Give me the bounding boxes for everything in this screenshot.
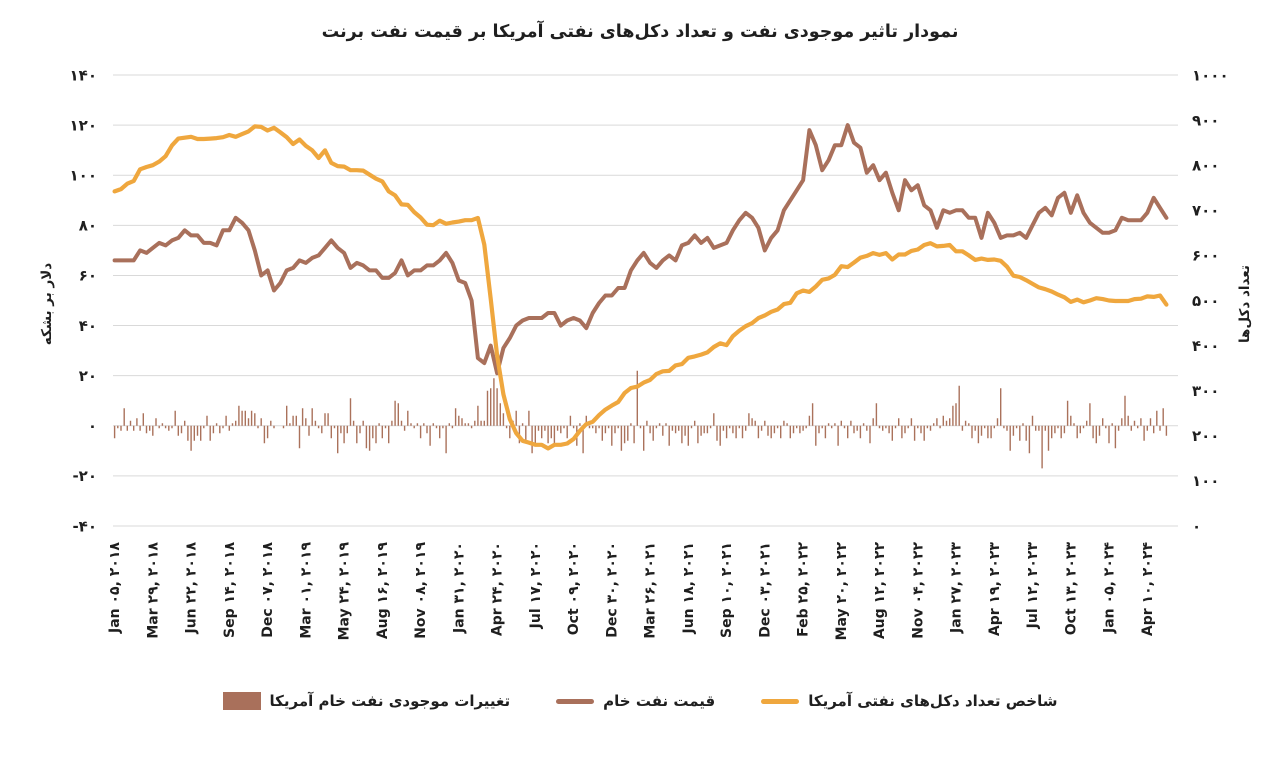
gridlines <box>113 74 1178 527</box>
left-tick-label: ۲۰ <box>79 367 97 385</box>
x-tick-label: Apr ۱۰, ۲۰۲۴ <box>1140 542 1156 637</box>
x-tick-label: May ۲۴, ۲۰۱۹ <box>337 542 353 641</box>
right-tick-label: ۶۰۰ <box>1192 247 1219 265</box>
right-tick-label: ۴۰۰ <box>1192 337 1219 355</box>
left-tick-label: ۰ <box>88 417 97 435</box>
right-axis-title: تعداد دکل‌ها <box>1237 265 1253 344</box>
legend-label-inventory: تغییرات موجودی نفت خام آمریکا <box>269 692 511 710</box>
right-tick-label: ۲۰۰ <box>1192 427 1219 445</box>
legend-label-price: قیمت نفت خام <box>603 692 716 710</box>
x-tick-label: Nov ۰۸, ۲۰۱۹ <box>413 542 429 639</box>
inventory-swatch-icon <box>222 692 261 710</box>
x-tick-label: May ۲۰, ۲۰۲۲ <box>834 542 850 641</box>
right-tick-label: ۱۰۰ <box>1192 472 1219 490</box>
left-tick-label: ۴۰ <box>79 317 97 335</box>
legend-label-rigs: شاخص تعداد دکل‌های نفتی آمریکا <box>808 692 1058 710</box>
x-tick-label: Sep ۱۰, ۲۰۲۱ <box>719 542 735 638</box>
left-tick-label: ۸۰ <box>79 217 97 235</box>
x-axis-tick-labels: Jan ۰۵, ۲۰۱۸ Mar ۲۹, ۲۰۱۸ Jun ۲۲, ۲۰۱۸ Sep … <box>107 542 1156 641</box>
x-tick-label: Dec ۳۰, ۲۰۲۰ <box>604 542 620 638</box>
x-tick-label: Jun ۱۸, ۲۰۲۱ <box>681 542 697 634</box>
legend: تغییرات موجودی نفت خام آمریکا قیمت نفت خ… <box>0 692 1280 710</box>
x-tick-label: Mar ۲۹, ۲۰۱۸ <box>145 542 161 639</box>
x-tick-label: Oct ۱۳, ۲۰۲۳ <box>1063 542 1079 636</box>
x-tick-label: Feb ۲۵, ۲۰۲۲ <box>796 542 812 637</box>
left-tick-label: ۱۴۰ <box>70 66 97 84</box>
x-tick-label: Jan ۰۵, ۲۰۲۴ <box>1102 542 1118 634</box>
legend-item-price: قیمت نفت خام <box>556 692 715 710</box>
x-tick-label: Jan ۳۱, ۲۰۲۰ <box>451 542 467 634</box>
x-tick-label: Aug ۱۶, ۲۰۱۹ <box>375 542 391 640</box>
left-tick-label: ۶۰ <box>79 267 97 285</box>
x-tick-label: Jun ۲۲, ۲۰۱۸ <box>184 542 200 635</box>
right-tick-label: ۳۰۰ <box>1192 382 1219 400</box>
legend-item-inventory: تغییرات موجودی نفت خام آمریکا <box>222 692 511 710</box>
x-tick-label: Nov ۰۴, ۲۰۲۲ <box>910 542 926 639</box>
legend-item-rigs: شاخص تعداد دکل‌های نفتی آمریکا <box>761 692 1057 710</box>
rigs-swatch-icon <box>761 698 800 704</box>
x-tick-label: Sep ۱۴, ۲۰۱۸ <box>222 542 238 638</box>
x-tick-label: Jan ۲۷, ۲۰۲۳ <box>949 542 965 634</box>
x-tick-label: Dec ۰۷, ۲۰۱۸ <box>260 542 276 638</box>
left-axis-tick-labels: ۱۴۰ ۱۲۰ ۱۰۰ ۸۰ ۶۰ ۴۰ ۲۰ ۰ -۲۰ -۴۰ <box>70 66 97 535</box>
right-tick-label: ۰ <box>1192 517 1201 535</box>
price-line <box>112 123 1169 376</box>
left-tick-label: ۱۰۰ <box>70 166 97 184</box>
x-tick-label: Oct ۰۹, ۲۰۲۰ <box>566 542 582 635</box>
x-tick-label: Apr ۲۴, ۲۰۲۰ <box>490 542 506 636</box>
right-tick-label: ۷۰۰ <box>1192 202 1219 220</box>
x-tick-label: Dec ۰۳, ۲۰۲۱ <box>757 542 773 638</box>
x-tick-label: Mar ۲۶, ۲۰۲۱ <box>643 542 659 639</box>
left-axis-title: دلار بر بشکه <box>39 262 55 346</box>
x-tick-label: Jul ۱۷, ۲۰۲۰ <box>528 542 544 629</box>
x-tick-label: Jan ۰۵, ۲۰۱۸ <box>107 542 123 634</box>
right-tick-label: ۸۰۰ <box>1192 156 1219 174</box>
right-tick-label: ۵۰۰ <box>1192 292 1219 310</box>
right-tick-label: ۱۰۰۰ <box>1192 66 1229 84</box>
x-tick-label: Mar ۰۱, ۲۰۱۹ <box>298 542 314 639</box>
left-tick-label: -۲۰ <box>72 467 97 485</box>
rigs-line <box>112 124 1169 451</box>
x-tick-label: Jul ۱۲, ۲۰۲۳ <box>1025 542 1041 630</box>
chart-title: نمودار تاثیر موجودی نفت و تعداد دکل‌های … <box>321 22 959 42</box>
price-swatch-icon <box>556 698 595 704</box>
inventory-bars <box>113 370 1168 469</box>
x-tick-label: Aug ۱۲, ۲۰۲۲ <box>872 542 888 640</box>
x-tick-label: Apr ۱۹, ۲۰۲۳ <box>987 542 1003 637</box>
left-tick-label: ۱۲۰ <box>70 116 97 134</box>
right-tick-label: ۹۰۰ <box>1192 111 1219 129</box>
left-tick-label: -۴۰ <box>72 517 97 535</box>
